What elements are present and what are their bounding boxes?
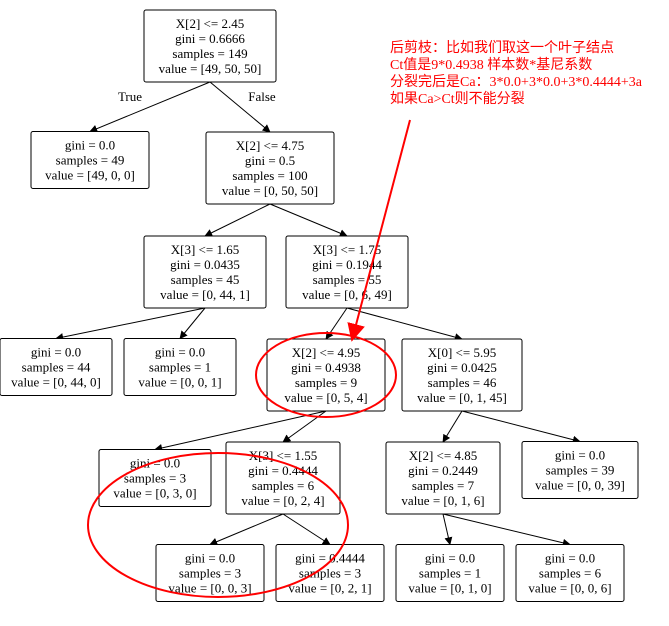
node-line: gini = 0.0 [545,551,595,566]
node-line: samples = 3 [299,566,361,581]
node-line: gini = 0.2449 [408,463,478,478]
node-line: gini = 0.4938 [291,360,361,375]
tree-node: X[0] <= 5.95gini = 0.0425samples = 46val… [402,339,522,411]
node-line: value = [0, 6, 49] [302,287,392,302]
nodes-layer: X[2] <= 2.45gini = 0.6666samples = 149va… [0,10,638,602]
node-line: gini = 0.0 [155,345,205,360]
tree-node: X[3] <= 1.75gini = 0.1944samples = 55val… [286,236,408,308]
node-line: value = [0, 44, 0] [11,375,101,390]
node-line: samples = 9 [295,375,357,390]
tree-edge [443,514,570,545]
node-line: value = [0, 1, 6] [401,493,484,508]
tree-node: gini = 0.0samples = 39value = [0, 0, 39] [522,442,638,499]
node-line: gini = 0.0 [425,551,475,566]
node-line: gini = 0.0425 [427,360,497,375]
node-line: value = [0, 5, 4] [284,390,367,405]
node-line: samples = 45 [171,272,240,287]
node-line: samples = 3 [179,566,241,581]
annotation-line: 如果Ca>Ct则不能分裂 [390,91,525,107]
node-line: samples = 100 [232,168,307,183]
tree-node: X[2] <= 2.45gini = 0.6666samples = 149va… [144,10,276,82]
node-line: samples = 6 [539,566,602,581]
node-line: X[3] <= 1.75 [313,242,381,257]
tree-node: X[2] <= 4.95gini = 0.4938samples = 9valu… [267,339,385,411]
tree-node: gini = 0.0samples = 6value = [0, 0, 6] [516,545,624,602]
node-line: value = [0, 1, 45] [417,390,507,405]
node-line: X[2] <= 4.75 [236,138,304,153]
node-line: gini = 0.0435 [170,257,240,272]
edge-label: False [248,89,276,104]
tree-node: X[2] <= 4.75gini = 0.5samples = 100value… [206,132,334,204]
node-line: gini = 0.0 [31,345,81,360]
node-line: samples = 6 [252,478,315,493]
node-line: samples = 55 [313,272,382,287]
node-line: value = [0, 1, 0] [408,581,491,596]
node-line: value = [0, 44, 1] [160,287,250,302]
node-line: X[2] <= 4.85 [409,448,477,463]
tree-edge [283,514,330,545]
node-line: gini = 0.4444 [248,463,318,478]
node-line: X[3] <= 1.65 [171,242,239,257]
tree-edge [347,308,462,339]
node-line: gini = 0.0 [65,138,115,153]
node-line: value = [0, 0, 39] [535,478,625,493]
node-line: samples = 46 [428,375,497,390]
tree-edge [443,514,450,545]
tree-node: X[3] <= 1.65gini = 0.0435samples = 45val… [144,236,266,308]
node-line: value = [0, 2, 4] [241,493,324,508]
node-line: value = [0, 0, 1] [138,375,221,390]
tree-edge [56,308,205,339]
annotation-line: 分裂完后是Ca：3*0.0+3*0.0+3*0.4444+3a [390,74,643,90]
tree-node: gini = 0.0samples = 1value = [0, 1, 0] [396,545,504,602]
node-line: gini = 0.5 [245,153,295,168]
tree-edge [270,204,347,236]
node-line: value = [49, 0, 0] [45,168,135,183]
node-line: samples = 3 [124,471,186,486]
node-line: value = [0, 50, 50] [222,183,318,198]
node-line: X[0] <= 5.95 [428,345,496,360]
tree-edge [443,411,462,442]
node-line: value = [0, 2, 1] [288,581,371,596]
node-line: value = [0, 3, 0] [113,486,196,501]
node-line: gini = 0.0 [555,448,605,463]
node-line: gini = 0.6666 [175,31,245,46]
node-line: samples = 149 [172,46,247,61]
tree-node: gini = 0.0samples = 1value = [0, 0, 1] [124,339,236,396]
node-line: X[2] <= 4.95 [292,345,360,360]
node-line: X[2] <= 2.45 [176,16,244,31]
node-line: samples = 1 [419,566,481,581]
tree-node: gini = 0.0samples = 49value = [49, 0, 0] [31,132,149,189]
node-line: value = [0, 0, 6] [528,581,611,596]
tree-edge [205,204,270,236]
tree-edge [210,514,283,545]
edge-label: True [118,89,142,104]
node-line: samples = 1 [149,360,211,375]
node-line: value = [49, 50, 50] [159,61,262,76]
tree-node: gini = 0.0samples = 3value = [0, 3, 0] [99,450,211,507]
tree-edge [90,82,210,132]
annotation-line: 后剪枝：比如我们取这一个叶子结点 [390,39,614,56]
node-line: samples = 39 [546,463,615,478]
tree-node: X[3] <= 1.55gini = 0.4444samples = 6valu… [226,442,340,514]
tree-node: X[2] <= 4.85gini = 0.2449samples = 7valu… [386,442,500,514]
tree-edge [462,411,580,442]
node-line: samples = 44 [22,360,91,375]
node-line: samples = 7 [412,478,475,493]
tree-node: gini = 0.0samples = 44value = [0, 44, 0] [0,339,112,396]
tree-node: gini = 0.4444samples = 3value = [0, 2, 1… [276,545,384,602]
node-line: samples = 49 [56,153,125,168]
annotation-line: Ct值是9*0.4938 样本数*基尼系数 [390,56,592,73]
node-line: gini = 0.4444 [295,551,365,566]
node-line: gini = 0.0 [185,551,235,566]
